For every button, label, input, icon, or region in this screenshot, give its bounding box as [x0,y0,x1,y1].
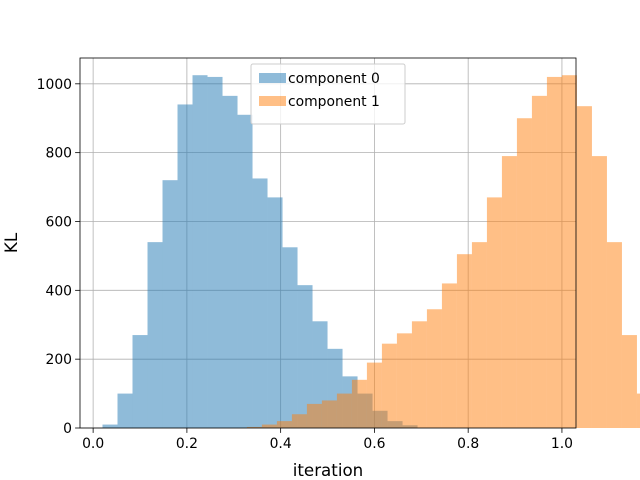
y-tick-label: 0 [63,421,72,437]
histogram-bar-component-1 [516,118,532,429]
histogram-bar-component-1 [291,414,307,428]
y-axis-label: KL [1,232,21,253]
histogram-bar-component-1 [636,393,640,428]
legend-box [250,63,406,125]
ticks-layer: 0.0 0.2 0.4 0.6 0.8 1.0 0 200 400 600 800 1000 [37,77,573,452]
histogram-bar-component-0 [237,114,253,428]
histogram-bar-component-1 [456,254,472,428]
histogram-bar-component-1 [561,75,577,429]
histogram-bar-component-1 [426,309,442,428]
histogram-bar-component-1 [576,106,592,429]
histogram-bar-component-1 [351,379,367,428]
histogram-bar-component-0 [192,75,208,429]
histogram-bar-component-0 [147,242,163,428]
histogram-bar-component-1 [531,95,547,428]
histogram-bar-component-1 [471,242,487,428]
histogram-bar-component-1 [606,242,622,428]
histogram-bar-component-1 [621,335,637,428]
histogram-bar-component-0 [222,95,238,428]
legend-label-component-0: component 0 [288,71,380,87]
plot-frame [79,57,577,429]
x-tick-label: 0.8 [457,436,479,452]
histogram-bar-component-1 [381,343,397,428]
histogram-bar-component-0 [162,180,178,428]
histogram-bar-component-0 [177,104,193,428]
histogram-bar-component-0 [117,393,133,428]
histogram-bar-component-0 [207,76,223,428]
y-tick-label: 800 [45,146,72,162]
bars-layer [102,75,640,429]
y-tick-label: 200 [45,352,72,368]
histogram-bar-component-1 [306,403,322,428]
histogram-bar-component-1 [486,197,502,428]
x-tick-label: 0.0 [82,436,104,452]
histogram-bar-component-1 [411,321,427,428]
histogram-bar-component-1 [366,362,382,428]
histogram-bar-component-1 [336,393,352,428]
histogram-bar-component-0 [252,178,268,428]
histogram-bar-component-0 [282,247,298,428]
y-tick-label: 400 [45,283,72,299]
x-axis-label: iteration [293,460,364,480]
x-tick-label: 0.2 [176,436,198,452]
histogram-bar-component-1 [591,156,607,428]
histogram-bar-component-1 [546,76,562,428]
histogram-bar-component-1 [441,283,457,428]
histogram-bar-component-1 [276,421,292,428]
histogram-bar-component-1 [396,333,412,428]
legend-swatch-component-1 [259,96,286,106]
y-tick-label: 600 [45,214,72,230]
legend-swatch-component-0 [259,73,286,83]
histogram-bar-component-0 [102,424,118,428]
legend-label-component-1: component 1 [288,94,380,110]
histogram-bar-component-0 [297,285,313,428]
y-tick-label: 1000 [37,77,72,93]
histogram-bar-component-1 [246,426,262,428]
x-tick-label: 0.6 [363,436,385,452]
histogram-bar-component-0 [132,335,148,428]
histogram-bar-component-1 [501,156,517,428]
x-tick-label: 0.4 [270,436,292,452]
histogram-bar-component-1 [321,400,337,428]
histogram-bar-component-0 [267,197,283,428]
histogram-bar-component-1 [261,424,277,428]
x-tick-label: 1.0 [551,436,573,452]
legend: component 0 component 1 [250,63,406,125]
